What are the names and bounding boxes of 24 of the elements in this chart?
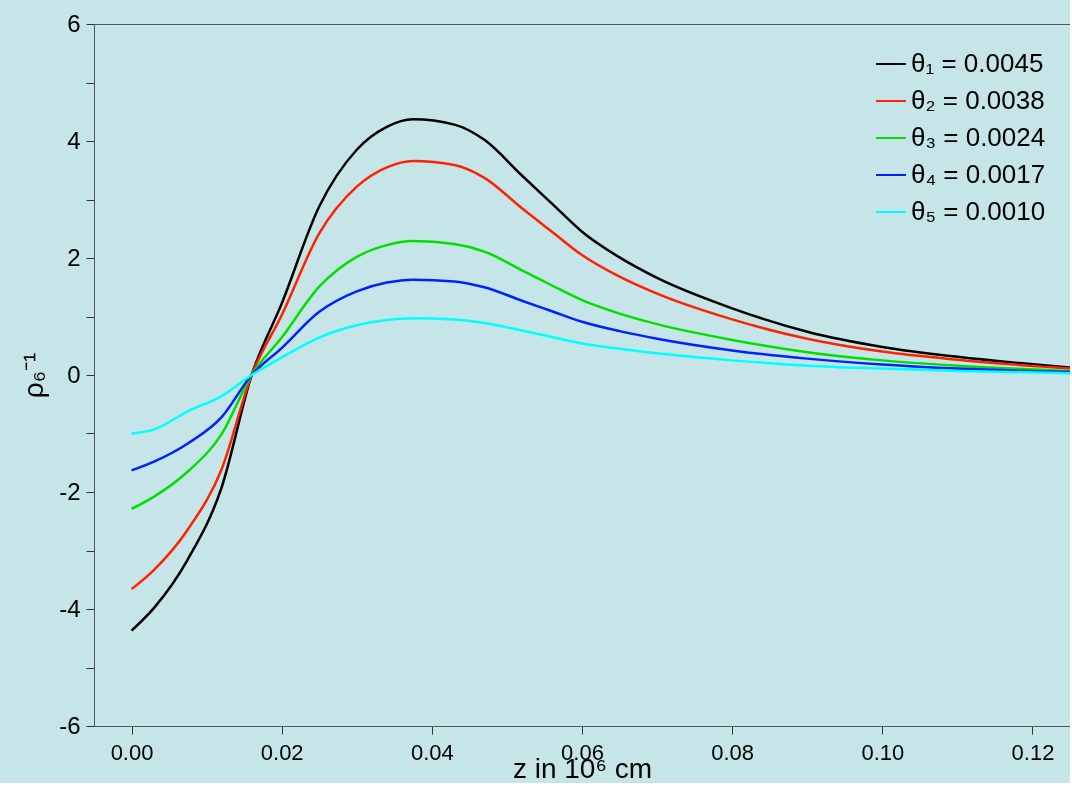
x-tick-label: 0.02 [260,739,304,765]
y-tick-label: -2 [59,477,81,505]
legend-label: θ₃ = 0.0024 [911,122,1046,152]
y-tick-label: 2 [67,243,81,271]
line-series [130,317,1070,435]
y-axis-title: ρ₆⁻¹ [18,352,50,399]
line-series [130,118,1070,632]
y-tick-label: -6 [59,711,81,739]
line-series [130,159,1070,591]
legend-label: θ₄ = 0.0017 [911,159,1046,189]
y-tick-label: 0 [67,360,81,388]
y-tick-label: -4 [59,594,81,622]
line-series [130,278,1070,472]
x-tick-label: 0.04 [410,739,454,765]
x-tick-label: 0.10 [861,739,905,765]
legend-label: θ₅ = 0.0010 [911,196,1046,226]
x-tick-label: 0.08 [711,739,755,765]
x-tick-label: 0.00 [110,739,154,765]
line-series [130,239,1070,511]
x-tick-label: 0.12 [1011,739,1055,765]
legend-label: θ₁ = 0.0045 [911,48,1044,78]
legend-label: θ₂ = 0.0038 [911,85,1045,115]
y-tick-label: 6 [67,9,81,37]
y-tick-label: 4 [67,126,81,154]
